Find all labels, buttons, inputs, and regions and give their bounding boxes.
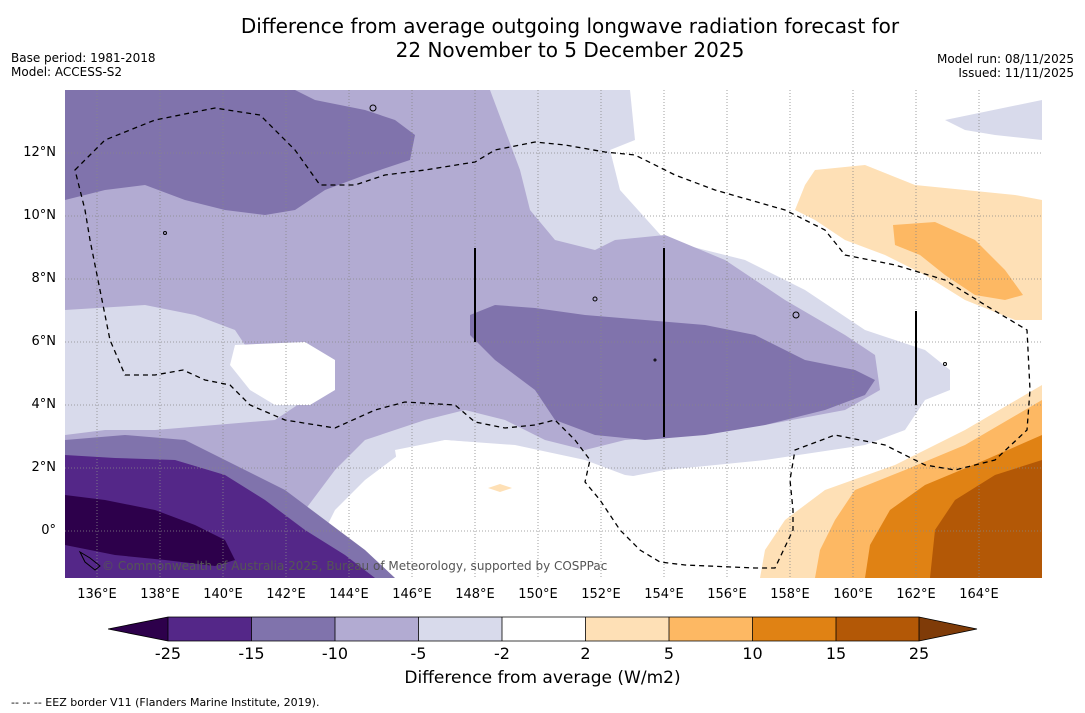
y-tick-label: 10°N	[23, 208, 56, 223]
near-normal-patch-south	[395, 440, 805, 578]
model-name: Model: ACCESS-S2	[11, 65, 123, 79]
model-run: Model run: 08/11/2025	[936, 52, 1074, 66]
y-tick-label: 2°N	[31, 460, 57, 475]
y-tick-label: 0°	[41, 523, 56, 538]
y-tick-label: 4°N	[31, 397, 57, 412]
y-tick-label: 6°N	[31, 334, 57, 349]
contour-fill-light-orange-north	[893, 222, 1023, 300]
eez-footnote: -- -- -- EEZ border V11 (Flanders Marine…	[11, 696, 320, 709]
x-tick-label: 156°E	[707, 587, 747, 602]
island-outlines	[78, 104, 947, 571]
x-tick-label: 158°E	[770, 587, 810, 602]
gridlines	[65, 90, 1042, 578]
contour-fill-dark-purple-central	[470, 305, 875, 440]
colorbar-segment	[752, 617, 836, 641]
near-normal-patch-west	[230, 342, 335, 405]
colorbar-min-extension	[108, 617, 168, 641]
x-tick-label: 138°E	[140, 587, 180, 602]
contour-fill-darkest-purple	[65, 495, 235, 566]
x-tick-label: 160°E	[833, 587, 873, 602]
title-line-1: Difference from average outgoing longwav…	[240, 14, 900, 38]
x-tick-label: 152°E	[581, 587, 621, 602]
copyright-notice: © Commonwealth of Australia 2025, Bureau…	[102, 559, 608, 573]
colorbar-title: Difference from average (W/m2)	[404, 668, 681, 688]
colorbar-segment	[585, 617, 669, 641]
olr-anomaly-map	[65, 90, 1042, 578]
x-tick-label: 142°E	[266, 587, 306, 602]
y-tick-label: 12°N	[23, 145, 56, 160]
x-tick-label: 150°E	[518, 587, 558, 602]
colorbar-label: -10	[321, 644, 349, 663]
meridian-markers	[474, 248, 917, 437]
colorbar-segment	[502, 617, 586, 641]
colorbar-label: -25	[154, 644, 182, 663]
colorbar-segment	[168, 617, 252, 641]
colorbar-segment	[836, 617, 919, 641]
eez-border	[74, 107, 1031, 569]
x-tick-label: 148°E	[455, 587, 495, 602]
x-tick-label: 154°E	[644, 587, 684, 602]
x-tick-label: 136°E	[77, 587, 117, 602]
x-tick-label: 164°E	[959, 587, 999, 602]
colorbar	[108, 616, 978, 642]
colorbar-label: -15	[238, 644, 265, 663]
map-title: Difference from average outgoing longwav…	[0, 14, 1085, 62]
issued-date: Issued: 11/11/2025	[958, 66, 1074, 80]
colorbar-segment	[335, 617, 419, 641]
colorbar-label: 5	[663, 644, 675, 663]
small-positive-patch	[488, 484, 512, 492]
meta-left: Base period: 1981-2018 Model: ACCESS-S2	[11, 51, 156, 79]
colorbar-segment	[418, 617, 502, 641]
contour-fill-dark-orange	[930, 460, 1042, 578]
colorbar-label: 2	[580, 644, 591, 663]
colorbar-label: -2	[494, 644, 510, 663]
meta-right: Model run: 08/11/2025 Issued: 11/11/2025	[937, 52, 1074, 80]
x-tick-label: 162°E	[896, 587, 936, 602]
colorbar-segment	[251, 617, 335, 641]
colorbar-label: 15	[825, 644, 847, 663]
base-period: Base period: 1981-2018	[11, 51, 156, 65]
contour-hole-west	[65, 305, 305, 435]
colorbar-label: 25	[908, 644, 930, 663]
x-tick-label: 146°E	[392, 587, 432, 602]
y-tick-label: 8°N	[31, 271, 57, 286]
colorbar-label: -5	[410, 644, 427, 663]
contour-fill-light-purple-ne	[945, 100, 1042, 140]
colorbar-label: 10	[742, 644, 763, 663]
title-line-2: 22 November to 5 December 2025	[395, 38, 745, 62]
colorbar-segment	[669, 617, 753, 641]
colorbar-max-extension	[919, 617, 977, 641]
x-tick-label: 140°E	[203, 587, 243, 602]
x-tick-label: 144°E	[329, 587, 369, 602]
